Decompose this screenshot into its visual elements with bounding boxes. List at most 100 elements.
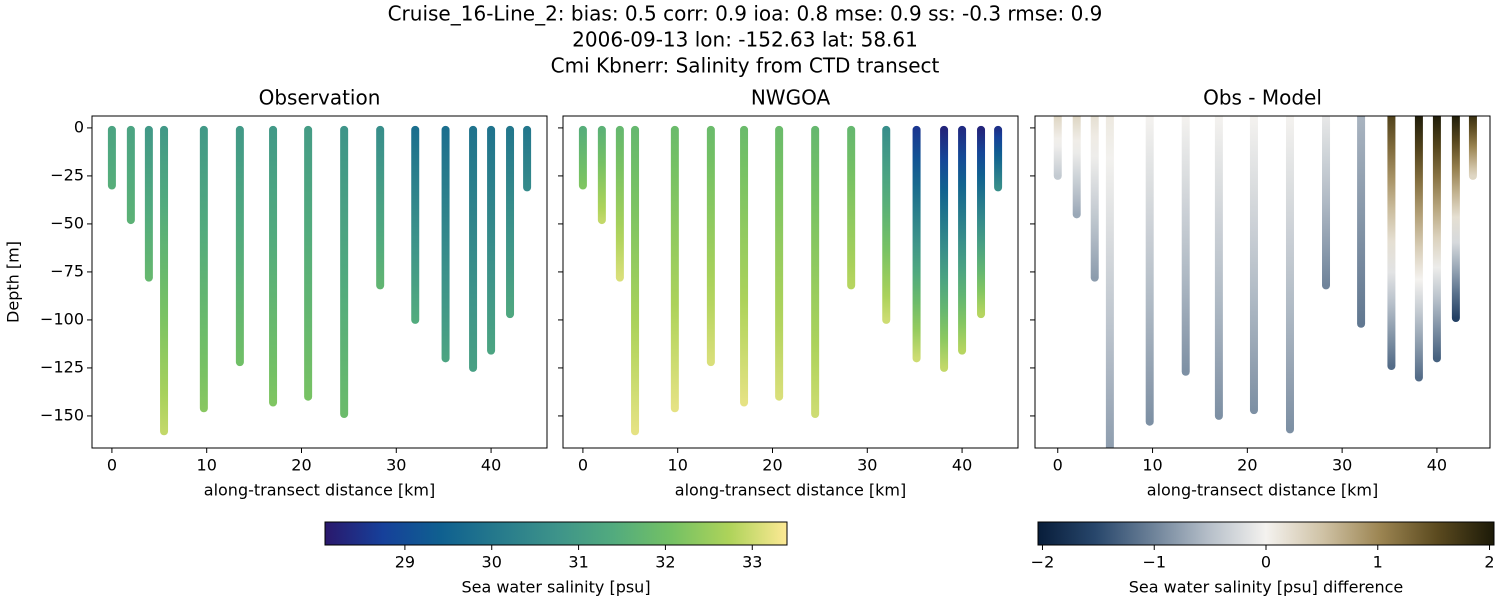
profile — [1181, 116, 1190, 376]
x-tick-label: 10 — [668, 456, 688, 475]
profile — [977, 125, 986, 319]
colorbar-tick-label: 29 — [395, 553, 415, 572]
profile — [487, 125, 496, 355]
profile — [615, 125, 624, 282]
x-tick-label: 30 — [1332, 456, 1352, 475]
profile — [235, 125, 244, 367]
profile — [1322, 116, 1331, 290]
profile — [940, 125, 949, 372]
profile — [1451, 116, 1460, 323]
profile — [107, 125, 116, 190]
x-tick-label: 0 — [578, 456, 588, 475]
profile — [958, 125, 967, 355]
profile — [670, 125, 679, 413]
panel-title: Obs - Model — [1203, 86, 1322, 110]
x-tick-label: 30 — [857, 456, 877, 475]
profile — [597, 125, 606, 225]
profile — [1357, 116, 1366, 328]
suptitle: Cruise_16-Line_2: bias: 0.5 corr: 0.9 io… — [388, 2, 1103, 26]
profile — [847, 125, 856, 290]
profile — [1432, 116, 1441, 363]
profile — [912, 125, 921, 363]
profile — [376, 125, 385, 290]
colorbar-tick-label: 33 — [742, 553, 762, 572]
x-tick-label: 10 — [1142, 456, 1162, 475]
colorbar — [324, 521, 788, 546]
x-tick-label: 30 — [386, 456, 406, 475]
profile — [811, 125, 820, 419]
profile — [1387, 116, 1396, 371]
profile — [523, 125, 532, 192]
x-tick-label: 40 — [481, 456, 501, 475]
y-axis-label: Depth [m] — [4, 241, 23, 323]
profile — [631, 125, 640, 436]
profile — [775, 125, 784, 401]
profile — [1053, 116, 1062, 180]
profile — [1214, 116, 1223, 420]
colorbar-tick-label: −2 — [1031, 553, 1055, 572]
profile — [269, 125, 278, 407]
profile — [1414, 116, 1423, 382]
y-tick-label: 0 — [74, 117, 84, 136]
colorbar — [1037, 521, 1495, 546]
colorbar-tick-label: −1 — [1142, 553, 1166, 572]
colorbar-tick-label: 2 — [1484, 553, 1494, 572]
colorbar-tick-label: 0 — [1261, 553, 1271, 572]
plot-area — [107, 125, 532, 436]
profile — [1249, 116, 1258, 415]
profile — [160, 125, 169, 436]
profile — [1072, 116, 1081, 219]
y-tick-label: −100 — [40, 309, 84, 328]
x-tick-label: 10 — [197, 456, 217, 475]
colorbar-label: Sea water salinity [psu] difference — [1129, 578, 1404, 597]
y-tick-label: −75 — [50, 261, 84, 280]
profile — [1285, 116, 1294, 434]
profile — [578, 125, 587, 190]
colorbar-label: Sea water salinity [psu] — [461, 578, 650, 597]
axes-frame — [91, 115, 548, 449]
profile — [506, 125, 515, 319]
y-tick-label: −125 — [40, 357, 84, 376]
plot-area — [578, 125, 1003, 436]
profile — [411, 125, 420, 324]
profile — [882, 125, 891, 324]
profile — [126, 125, 135, 225]
y-tick-label: −150 — [40, 405, 84, 424]
y-tick-label: −50 — [50, 213, 84, 232]
colorbar-tick-label: 1 — [1373, 553, 1383, 572]
profile — [740, 125, 749, 407]
profile — [706, 125, 715, 367]
panel-title: NWGOA — [751, 86, 831, 110]
profile — [1468, 116, 1477, 180]
profile — [1090, 116, 1099, 282]
profile — [1105, 116, 1114, 448]
axes-frame — [562, 115, 1019, 449]
x-tick-label: 20 — [762, 456, 782, 475]
profile — [340, 125, 349, 419]
x-tick-label: 0 — [107, 456, 117, 475]
x-axis-label: along-transect distance [km] — [1147, 481, 1378, 500]
x-tick-label: 40 — [952, 456, 972, 475]
profile — [304, 125, 313, 401]
profile — [199, 125, 208, 413]
suptitle: 2006-09-13 lon: -152.63 lat: 58.61 — [572, 28, 918, 52]
panel-title: Observation — [259, 86, 381, 110]
profile — [1145, 116, 1154, 426]
colorbar-tick-label: 32 — [655, 553, 675, 572]
x-tick-label: 0 — [1053, 456, 1063, 475]
axes-frame — [1034, 115, 1491, 449]
profile — [144, 125, 153, 282]
colorbar-tick-label: 30 — [482, 553, 502, 572]
suptitle: Cmi Kbnerr: Salinity from CTD transect — [551, 54, 940, 78]
x-tick-label: 20 — [1237, 456, 1257, 475]
x-tick-label: 20 — [291, 456, 311, 475]
x-axis-label: along-transect distance [km] — [675, 481, 906, 500]
y-tick-label: −25 — [50, 165, 84, 184]
x-axis-label: along-transect distance [km] — [204, 481, 435, 500]
plot-area — [1053, 116, 1477, 448]
colorbar-tick-label: 31 — [568, 553, 588, 572]
profile — [469, 125, 478, 372]
x-tick-label: 40 — [1427, 456, 1447, 475]
profile — [441, 125, 450, 363]
